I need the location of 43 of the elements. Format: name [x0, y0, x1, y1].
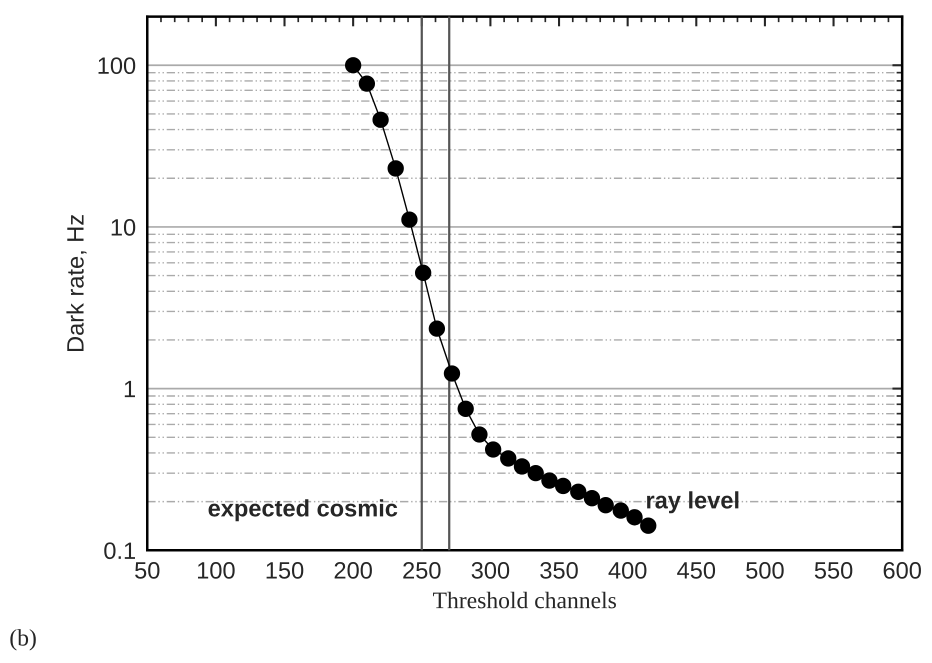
y-tick-label: 10 [112, 218, 136, 236]
point [528, 464, 544, 482]
y-tick-label: 100 [98, 57, 136, 74]
point [500, 450, 516, 467]
x-tick-label: 350 [540, 562, 578, 579]
point [554, 478, 572, 494]
point [541, 472, 558, 489]
x-tick-label: 250 [403, 562, 441, 579]
y-tick-label: 0.1 [104, 542, 135, 560]
point [598, 497, 614, 514]
point [344, 57, 362, 74]
point [428, 320, 446, 337]
point [484, 441, 502, 458]
point [444, 365, 460, 382]
text: (b) [10, 629, 36, 650]
point [358, 75, 376, 92]
annotation: expected cosmic [208, 499, 398, 522]
y-axis-title: Dark rate, Hz [66, 215, 87, 352]
x-tick-label: 600 [884, 562, 921, 579]
point [612, 502, 629, 519]
x-tick-label: 200 [334, 562, 372, 579]
annotation: ray level [647, 491, 738, 514]
x-tick-label: 550 [814, 562, 852, 579]
point [458, 400, 474, 417]
point [471, 426, 488, 443]
point [401, 211, 418, 228]
point [372, 112, 389, 128]
x-tick-label: 450 [677, 562, 716, 579]
x-tick-label: 150 [266, 562, 304, 579]
point [626, 509, 643, 526]
x-axis-title: Threshold channels [433, 592, 616, 608]
point [514, 458, 530, 475]
x-tick-label: 300 [472, 562, 510, 579]
x-tick-label: 50 [135, 562, 160, 579]
y-tick-label: 1 [124, 380, 135, 398]
x-tick-label: 500 [746, 562, 784, 579]
x-tick-label: 400 [608, 562, 646, 579]
point [570, 484, 586, 500]
point [388, 160, 404, 177]
point [640, 518, 656, 534]
x-tick-label: 100 [198, 562, 235, 579]
point [584, 490, 600, 506]
point [414, 264, 432, 282]
